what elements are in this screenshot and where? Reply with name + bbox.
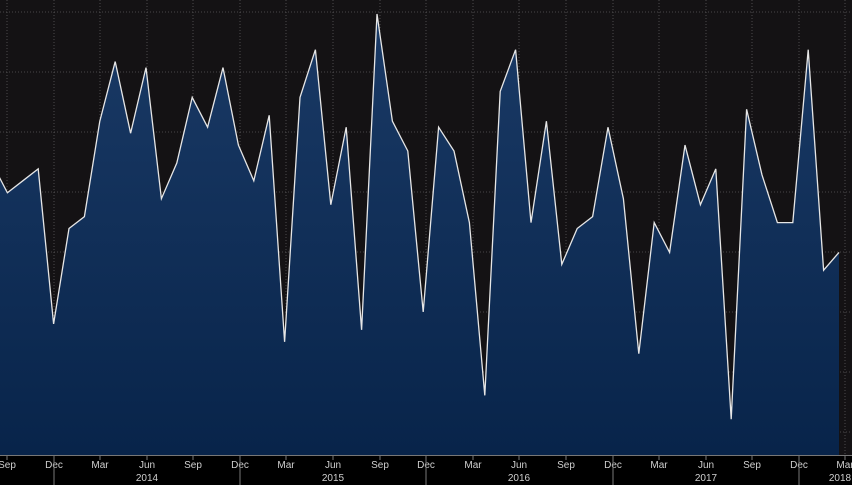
data-point bbox=[345, 126, 347, 128]
data-point bbox=[745, 108, 747, 110]
data-point bbox=[176, 162, 178, 164]
x-year-label: 2016 bbox=[508, 473, 531, 484]
data-point bbox=[360, 329, 362, 331]
data-point bbox=[191, 96, 193, 98]
data-point bbox=[761, 174, 763, 176]
x-year-label: 2015 bbox=[322, 473, 345, 484]
data-point bbox=[715, 168, 717, 170]
x-axis: Sep Dec Mar Jun Sep Dec Mar Jun Sep Dec Mar Jun Sep D… bbox=[0, 455, 852, 485]
data-point bbox=[653, 221, 655, 223]
x-tick-label: Jun bbox=[139, 460, 155, 471]
data-point bbox=[6, 192, 8, 194]
data-point bbox=[145, 66, 147, 68]
data-point bbox=[468, 221, 470, 223]
data-point bbox=[453, 150, 455, 152]
data-point bbox=[237, 144, 239, 146]
data-point bbox=[638, 353, 640, 355]
data-point bbox=[407, 150, 409, 152]
data-point bbox=[437, 126, 439, 128]
data-point bbox=[253, 180, 255, 182]
data-point bbox=[330, 204, 332, 206]
x-tick-label: Sep bbox=[0, 460, 16, 471]
data-point bbox=[129, 132, 131, 134]
x-tick-label: Mar bbox=[836, 460, 852, 471]
data-point bbox=[699, 204, 701, 206]
data-point bbox=[268, 114, 270, 116]
data-point bbox=[684, 144, 686, 146]
area-fill bbox=[0, 14, 839, 455]
data-point bbox=[591, 215, 593, 217]
data-point bbox=[530, 221, 532, 223]
data-point bbox=[83, 215, 85, 217]
data-point bbox=[283, 341, 285, 343]
data-point bbox=[222, 66, 224, 68]
data-point bbox=[561, 263, 563, 265]
x-tick-label: Mar bbox=[91, 460, 109, 471]
data-point bbox=[422, 311, 424, 313]
data-point bbox=[206, 126, 208, 128]
data-point bbox=[376, 13, 378, 15]
data-point bbox=[99, 120, 101, 122]
data-point bbox=[776, 221, 778, 223]
x-year-label: 2014 bbox=[136, 473, 159, 484]
data-point bbox=[22, 180, 24, 182]
data-point bbox=[52, 323, 54, 325]
x-tick-label: Sep bbox=[743, 460, 761, 471]
data-point bbox=[391, 120, 393, 122]
x-tick-label: Sep bbox=[371, 460, 389, 471]
data-point bbox=[314, 49, 316, 51]
x-tick-label: Mar bbox=[650, 460, 668, 471]
data-point bbox=[622, 198, 624, 200]
data-point bbox=[668, 251, 670, 253]
data-point bbox=[499, 90, 501, 92]
x-year-label: 2017 bbox=[695, 473, 718, 484]
data-point bbox=[160, 198, 162, 200]
series-line bbox=[0, 13, 840, 420]
x-tick-label: Jun bbox=[511, 460, 527, 471]
data-point bbox=[607, 126, 609, 128]
data-point bbox=[838, 251, 840, 253]
data-point bbox=[114, 60, 116, 62]
data-point bbox=[730, 418, 732, 420]
x-tick-label: Sep bbox=[184, 460, 202, 471]
data-point bbox=[484, 394, 486, 396]
data-point bbox=[822, 269, 824, 271]
data-point bbox=[68, 227, 70, 229]
data-point bbox=[807, 49, 809, 51]
data-point bbox=[545, 120, 547, 122]
x-tick-label: Jun bbox=[325, 460, 341, 471]
x-tick-label: Mar bbox=[464, 460, 482, 471]
x-tick-label: Sep bbox=[557, 460, 575, 471]
data-point bbox=[37, 168, 39, 170]
x-year-label: 2018 bbox=[829, 473, 852, 484]
x-tick-label: Mar bbox=[277, 460, 295, 471]
data-point bbox=[299, 96, 301, 98]
x-tick-label: Jun bbox=[698, 460, 714, 471]
data-point bbox=[792, 221, 794, 223]
data-point bbox=[514, 49, 516, 51]
data-point bbox=[576, 227, 578, 229]
